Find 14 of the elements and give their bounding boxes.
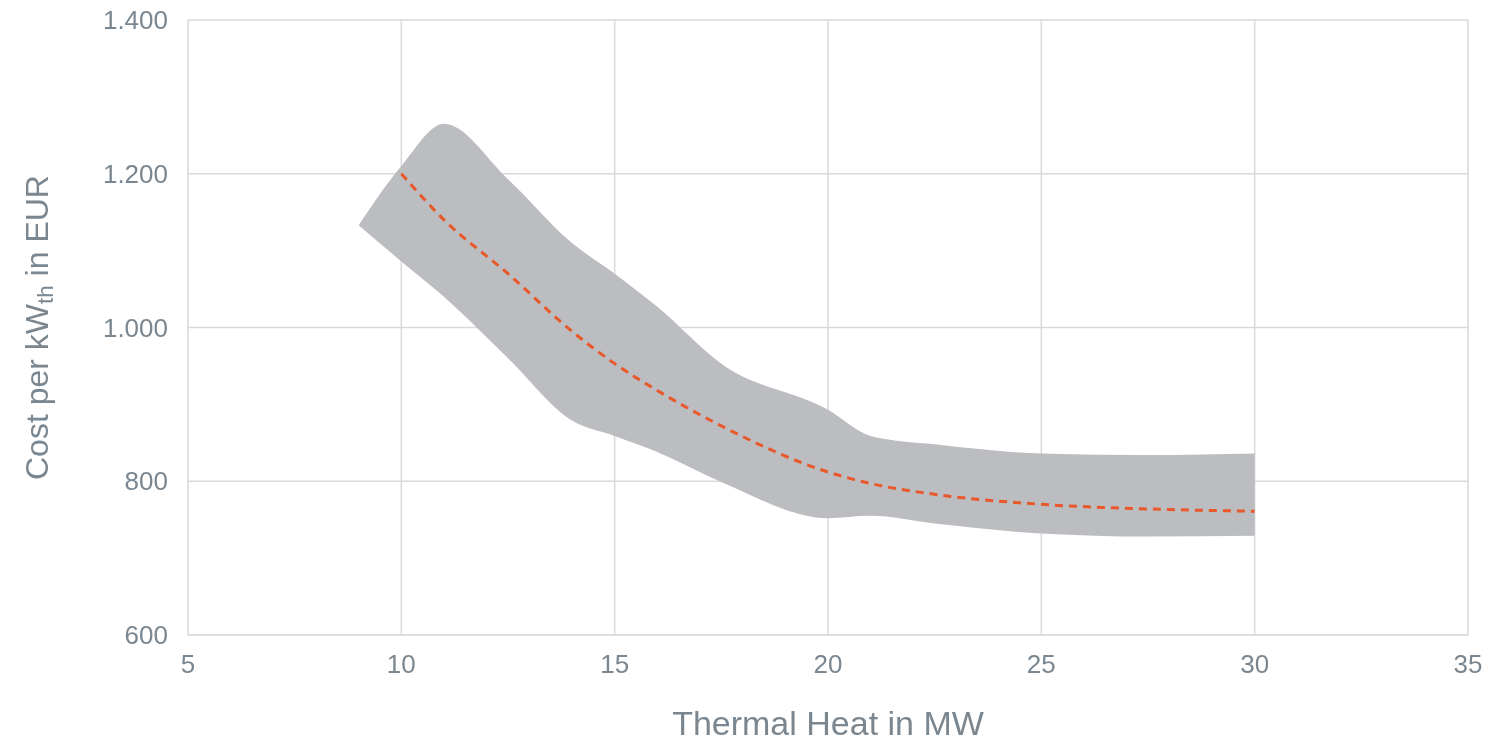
x-axis-title: Thermal Heat in MW <box>672 704 984 742</box>
x-tick-label: 30 <box>1240 649 1270 680</box>
line-series <box>399 172 1257 513</box>
y-tick-label: 800 <box>124 466 168 497</box>
y-tick-label: 1.200 <box>102 158 168 189</box>
x-tick-label: 15 <box>600 649 630 680</box>
y-tick-label: 1.400 <box>102 5 168 36</box>
x-tick-label: 20 <box>813 649 843 680</box>
x-tick-label: 10 <box>386 649 416 680</box>
y-tick-label: 600 <box>124 620 168 651</box>
x-tick-label: 35 <box>1453 649 1483 680</box>
x-tick-label: 25 <box>1026 649 1056 680</box>
y-tick-label: 1.000 <box>102 312 168 343</box>
x-tick-label: 5 <box>180 649 196 680</box>
